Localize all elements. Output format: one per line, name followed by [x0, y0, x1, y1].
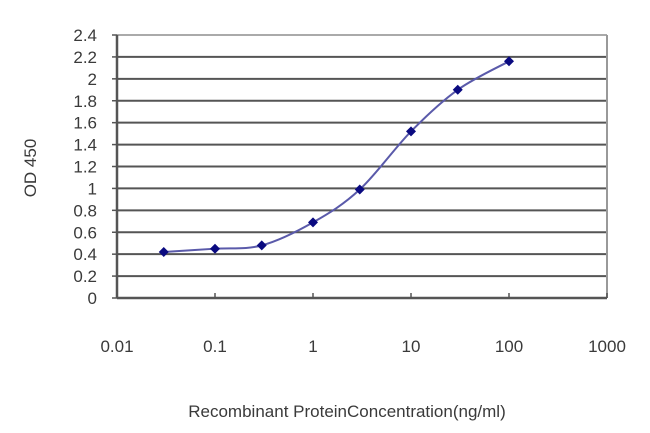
data-point-marker	[452, 84, 463, 95]
data-point-marker	[158, 246, 169, 257]
data-point-marker	[354, 184, 365, 195]
x-axis-title: Recombinant ProteinConcentration(ng/ml)	[188, 402, 506, 421]
x-tick-label: 0.1	[203, 337, 227, 356]
data-point-marker	[308, 217, 318, 228]
data-point-marker	[504, 56, 514, 67]
x-tick-label: 0.01	[100, 337, 133, 356]
data-point-marker	[210, 243, 220, 254]
y-tick-label: 0.2	[73, 267, 97, 286]
data-point-marker	[256, 240, 267, 251]
y-axis-title: OD 450	[21, 139, 40, 198]
y-tick-label: 0.8	[73, 201, 97, 220]
y-tick-label: 0.4	[73, 245, 97, 264]
x-tick-label: 100	[495, 337, 523, 356]
y-tick-label: 0	[88, 289, 97, 308]
data-series	[158, 56, 514, 257]
y-tick-label: 2.4	[73, 26, 97, 45]
y-tick-label: 1.4	[73, 136, 97, 155]
x-tick-label: 10	[402, 337, 421, 356]
y-tick-label: 0.6	[73, 223, 97, 242]
y-tick-label: 1.6	[73, 114, 97, 133]
x-axis-ticks: 0.01 0.1 1 10 100 1000	[100, 293, 626, 356]
x-tick-label: 1	[308, 337, 317, 356]
y-tick-label: 1.8	[73, 92, 97, 111]
y-tick-label: 1.2	[73, 158, 97, 177]
y-tick-label: 1	[88, 179, 97, 198]
data-point-marker	[406, 126, 416, 137]
y-tick-label: 2	[88, 70, 97, 89]
x-tick-label: 1000	[588, 337, 626, 356]
series-line	[163, 60, 510, 253]
grid-lines	[117, 55, 607, 278]
y-axis-ticks: 0 0.2 0.4 0.6 0.8 1 1.2 1.4 1.6 1.8 2 2.2 2.4	[73, 26, 117, 308]
y-tick-label: 2.2	[73, 48, 97, 67]
